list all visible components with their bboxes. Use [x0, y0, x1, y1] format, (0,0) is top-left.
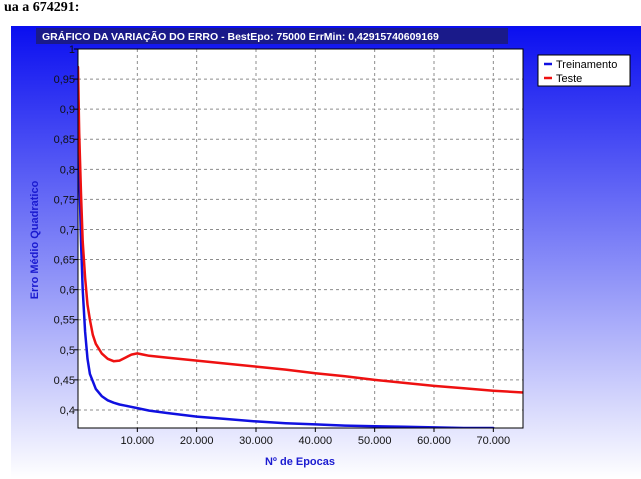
legend-box: [537, 54, 631, 87]
y-tick-label: 0,7: [60, 224, 75, 236]
x-tick-label: 70.000: [477, 435, 511, 447]
series-layer: [78, 65, 523, 428]
plot-frame: [77, 48, 524, 429]
grid-lines: [78, 49, 523, 428]
cropped-caption-text: ua a 674291:: [4, 0, 79, 15]
y-tick-label: 0,9: [60, 104, 75, 116]
chart-title: GRÁFICO DA VARIAÇÃO DO ERRO - BestEpo: 7…: [42, 30, 439, 43]
x-tick-label: 60.000: [417, 435, 451, 447]
y-tick-label: 0,85: [54, 134, 75, 146]
plot-area: [78, 49, 523, 428]
x-tick-label: 50.000: [358, 435, 392, 447]
y-tick-label: 0,45: [54, 375, 75, 387]
x-tick-label: 30.000: [239, 435, 273, 447]
legend-label-teste: Teste: [556, 73, 582, 85]
x-axis-title: Nº de Epocas: [265, 456, 335, 468]
series-line-treinamento: [78, 77, 495, 428]
series-line-teste: [78, 65, 523, 394]
legend: Treinamento Teste: [537, 54, 631, 87]
y-tick-label: 0,8: [60, 164, 75, 176]
legend-label-treinamento: Treinamento: [556, 59, 617, 71]
y-tick-label: 0,55: [54, 315, 75, 327]
y-tick-label: 0,95: [54, 74, 75, 86]
y-tick-label: 0,4: [60, 405, 75, 417]
x-tick-label: 10.000: [121, 435, 155, 447]
y-tick-label: 0,65: [54, 255, 75, 267]
y-tick-label: 1: [69, 44, 75, 56]
y-tick-label: 0,6: [60, 285, 75, 297]
x-tick-label: 20.000: [180, 435, 214, 447]
y-tick-label: 0,5: [60, 345, 75, 357]
title-banner: [36, 28, 508, 44]
y-tick-label: 0,75: [54, 194, 75, 206]
y-axis-title: Erro Médio Quadratico: [29, 180, 41, 299]
x-tick-label: 40.000: [299, 435, 333, 447]
x-tick-labels: 10.000 20.000 30.000 40.000 50.000 60.000 70.0…: [121, 428, 511, 447]
y-tick-labels: 0,4 0,45 0,5 0,55 0,6 0,65 0,7 0,75 0,8 0,85 0,9 0,…: [54, 44, 78, 417]
